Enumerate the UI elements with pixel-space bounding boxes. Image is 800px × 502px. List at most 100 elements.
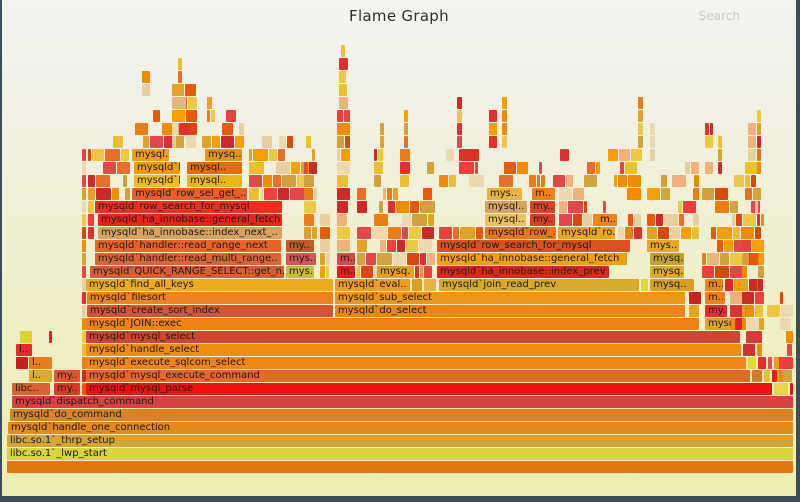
flame-frame-small[interactable] <box>82 383 86 395</box>
flame-frame[interactable]: mysqld`ha_innobase::index_next_.. <box>98 227 282 239</box>
flame-frame-small[interactable] <box>661 175 667 187</box>
flame-frame-small[interactable] <box>420 266 423 278</box>
flame-frame-small[interactable] <box>541 175 545 187</box>
flame-frame-small[interactable] <box>790 383 793 395</box>
flame-frame-small[interactable] <box>341 149 350 161</box>
flame-frame[interactable]: m.. <box>597 214 617 226</box>
flame-frame-small[interactable] <box>186 123 197 135</box>
flame-frame-small[interactable] <box>88 188 95 200</box>
flame-frame-small[interactable] <box>142 71 150 83</box>
flame-frame-small[interactable] <box>404 110 408 122</box>
flame-frame-small[interactable] <box>82 344 86 356</box>
flame-frame-small[interactable] <box>164 136 174 148</box>
flame-frame-small[interactable] <box>175 136 184 148</box>
flame-frame[interactable]: mysqld`row_search_for_mysql <box>95 201 282 213</box>
flame-frame-small[interactable] <box>705 162 713 174</box>
flame-frame-small[interactable] <box>410 201 419 213</box>
flame-frame-small[interactable] <box>393 188 398 200</box>
flame-frame-small[interactable] <box>638 110 643 122</box>
flame-frame-small[interactable] <box>406 240 418 252</box>
flame-frame[interactable]: mysqld`btr.. <box>134 162 180 174</box>
flame-frame-small[interactable] <box>402 227 408 239</box>
flame-frame-small[interactable] <box>747 318 759 330</box>
flame-frame-small[interactable] <box>755 292 764 304</box>
flame-frame-small[interactable] <box>404 136 408 148</box>
flame-frame-small[interactable] <box>459 149 479 161</box>
flame-frame-small[interactable] <box>502 123 507 135</box>
flame-frame-small[interactable] <box>764 370 770 382</box>
flame-frame-small[interactable] <box>357 227 371 239</box>
flame-frame-small[interactable] <box>82 162 86 174</box>
flame-frame-small[interactable] <box>320 214 330 226</box>
flame-frame-small[interactable] <box>312 227 317 239</box>
flame-frame-small[interactable] <box>742 279 748 291</box>
flame-frame-small[interactable] <box>380 123 384 135</box>
flame-frame-small[interactable] <box>780 318 791 330</box>
flame-frame[interactable]: mysqld`find_all_keys <box>86 279 333 291</box>
flame-frame-small[interactable] <box>778 357 793 369</box>
flame-frame-small[interactable] <box>314 188 317 200</box>
flame-frame-small[interactable] <box>337 110 343 122</box>
flame-frame[interactable]: mysq.. <box>705 318 731 330</box>
flame-frame-small[interactable] <box>489 136 497 148</box>
flame-frame-small[interactable] <box>366 253 376 265</box>
flame-frame-small[interactable] <box>339 97 348 109</box>
flame-frame-small[interactable] <box>142 84 150 96</box>
flame-frame-small[interactable] <box>730 318 735 330</box>
flame-frame[interactable]: mysqld`ha_innobase::general_fetch <box>98 214 282 226</box>
flame-frame-small[interactable] <box>276 162 290 174</box>
flame-frame-small[interactable] <box>172 84 184 96</box>
flame-frame-small[interactable] <box>736 214 742 226</box>
flame-frame-small[interactable] <box>419 240 432 252</box>
flame-frame-small[interactable] <box>619 149 630 161</box>
flame-frame-small[interactable] <box>125 188 130 200</box>
flame-frame-small[interactable] <box>123 175 127 187</box>
flame-frame-small[interactable] <box>650 149 655 161</box>
flame-frame[interactable]: my.. <box>530 201 555 213</box>
flame-frame-small[interactable] <box>724 240 733 252</box>
flame-frame-small[interactable] <box>424 266 432 278</box>
flame-frame[interactable]: mysq.. <box>650 279 694 291</box>
flame-frame-small[interactable] <box>596 162 600 174</box>
flame-frame-small[interactable] <box>320 266 325 278</box>
flame-frame-small[interactable] <box>650 136 655 148</box>
flame-frame-small[interactable] <box>396 201 409 213</box>
flame-frame-small[interactable] <box>641 279 648 291</box>
flame-frame-small[interactable] <box>745 162 759 174</box>
flame-frame-small[interactable] <box>661 188 670 200</box>
flame-frame-small[interactable] <box>82 175 86 187</box>
flame-frame-small[interactable] <box>82 240 86 252</box>
flame-frame-small[interactable] <box>374 149 377 161</box>
flame-frame-small[interactable] <box>239 123 244 135</box>
flame-frame[interactable]: mysq.. <box>205 149 242 161</box>
flame-frame-small[interactable] <box>162 123 172 135</box>
flame-frame-small[interactable] <box>207 110 210 122</box>
flame-frame-small[interactable] <box>618 175 627 187</box>
flame-frame-small[interactable] <box>88 227 94 239</box>
flame-frame[interactable]: mysq.. <box>650 253 684 265</box>
flame-frame-small[interactable] <box>718 136 722 148</box>
flame-frame[interactable]: my.. <box>54 383 80 395</box>
flame-frame-small[interactable] <box>742 227 754 239</box>
flame-frame-small[interactable] <box>427 253 435 265</box>
flame-frame-small[interactable] <box>489 110 497 122</box>
flame-frame-small[interactable] <box>453 227 459 239</box>
flame-frame-small[interactable] <box>568 201 583 213</box>
flame-frame[interactable]: mysqld`join_read_prev <box>439 279 639 291</box>
flame-frame-small[interactable] <box>82 318 86 330</box>
flame-frame-small[interactable] <box>290 188 305 200</box>
flame-frame-small[interactable] <box>746 305 754 317</box>
flame-frame-small[interactable] <box>222 123 233 135</box>
flame-frame-small[interactable] <box>143 136 149 148</box>
flame-frame-small[interactable] <box>730 292 745 304</box>
flame-frame-small[interactable] <box>489 123 497 135</box>
flame-frame[interactable]: l.. <box>29 370 52 382</box>
flame-frame-small[interactable] <box>309 162 317 174</box>
flame-frame-small[interactable] <box>412 214 427 226</box>
flame-frame-small[interactable] <box>620 162 624 174</box>
flame-frame-small[interactable] <box>710 123 713 135</box>
flame-frame-small[interactable] <box>449 175 456 187</box>
flame-frame-small[interactable] <box>388 201 395 213</box>
flame-frame-small[interactable] <box>82 292 86 304</box>
flame-frame-small[interactable] <box>755 305 763 317</box>
